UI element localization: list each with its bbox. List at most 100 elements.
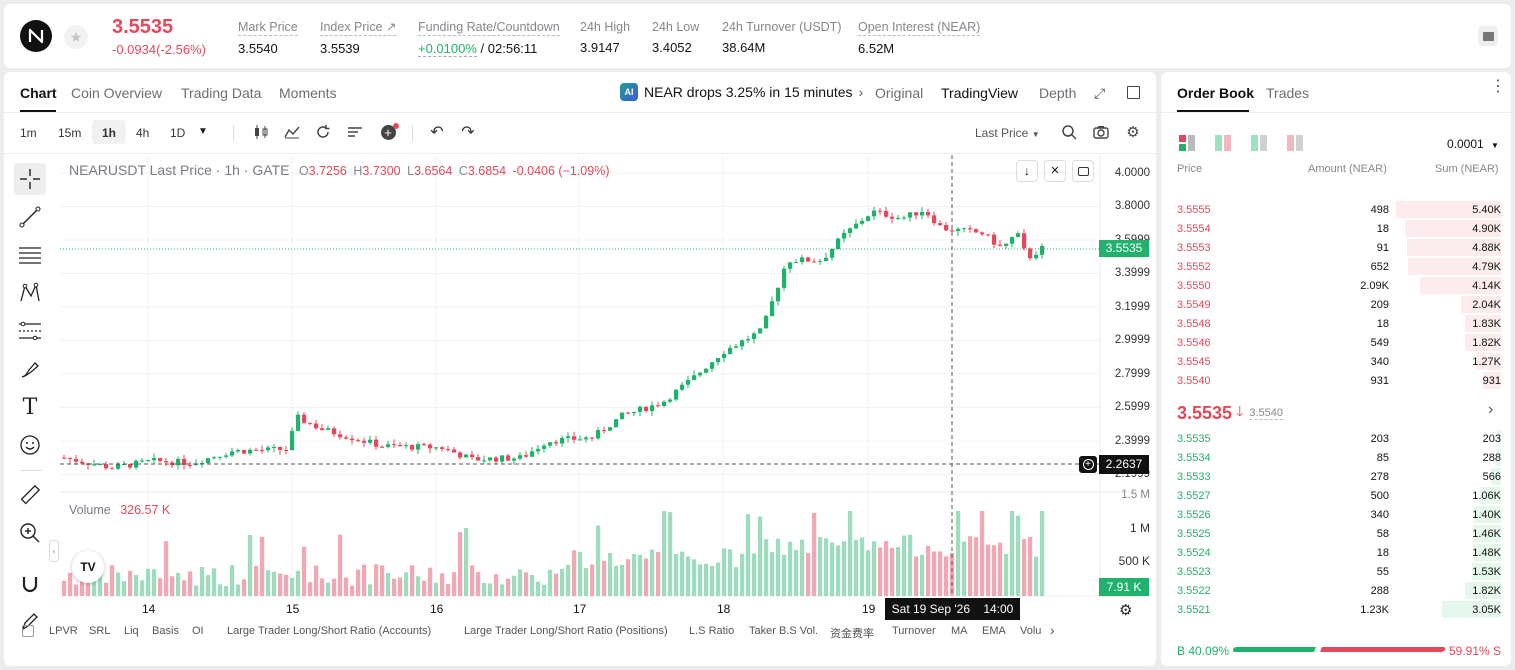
settings-gear-icon[interactable]: ⚙ bbox=[1126, 124, 1140, 141]
crosshair-tool-icon[interactable] bbox=[14, 163, 46, 195]
scroll-down-icon[interactable]: ↓ bbox=[1016, 160, 1038, 182]
tab-trades[interactable]: Trades bbox=[1266, 85, 1310, 101]
ask-row[interactable]: 3.5553 91 4.88K bbox=[1177, 238, 1501, 257]
collapse-toolbar-icon[interactable]: ‹ bbox=[49, 540, 59, 562]
text-tool-icon[interactable]: T bbox=[22, 394, 38, 420]
indicator-item[interactable]: EMA bbox=[982, 625, 1006, 637]
indicator-toggle-icon[interactable] bbox=[22, 625, 34, 637]
price-type-select[interactable]: Last Price ▼ bbox=[975, 126, 1040, 140]
add-order-icon[interactable]: + bbox=[1079, 456, 1097, 473]
ask-row[interactable]: 3.5549 209 2.04K bbox=[1177, 295, 1501, 314]
book-icon[interactable] bbox=[1478, 26, 1498, 46]
template-icon[interactable] bbox=[343, 120, 367, 144]
candle bbox=[722, 353, 727, 359]
view-mixed-icon[interactable] bbox=[1287, 135, 1303, 151]
indicator-item[interactable]: Turnover bbox=[892, 625, 936, 637]
emoji-tool-icon[interactable] bbox=[14, 429, 46, 461]
interval-dropdown-icon[interactable]: ▼ bbox=[198, 126, 208, 137]
indicator-item[interactable]: MA bbox=[951, 625, 968, 637]
indicator-item[interactable]: Volu bbox=[1020, 625, 1042, 637]
tab-moments[interactable]: Moments bbox=[279, 85, 337, 101]
interval-15m[interactable]: 15m bbox=[58, 126, 82, 140]
bid-row[interactable]: 3.5534 85 288 bbox=[1177, 448, 1501, 467]
tab-coin-overview[interactable]: Coin Overview bbox=[71, 85, 163, 101]
bid-row[interactable]: 3.5533 278 566 bbox=[1177, 467, 1501, 486]
chart-settings-icon[interactable]: ⚙ bbox=[1119, 602, 1133, 619]
ask-row[interactable]: 3.5548 18 1.83K bbox=[1177, 314, 1501, 333]
collapse-icon[interactable]: ✕ bbox=[1044, 160, 1066, 182]
bid-row[interactable]: 3.5527 500 1.06K bbox=[1177, 486, 1501, 505]
volume-bar bbox=[986, 544, 991, 596]
reset-view-icon[interactable] bbox=[1072, 160, 1094, 182]
price-chart[interactable] bbox=[0, 0, 1160, 640]
more-options-icon[interactable]: ⋮ bbox=[1490, 79, 1506, 95]
interval-1m[interactable]: 1m bbox=[20, 126, 37, 140]
redo-icon[interactable]: ↷ bbox=[461, 124, 475, 141]
news-ticker[interactable]: AI NEAR drops 3.25% in 15 minutes › bbox=[620, 83, 863, 101]
favorite-star-icon[interactable]: ★ bbox=[64, 25, 88, 49]
bid-row[interactable]: 3.5522 288 1.82K bbox=[1177, 581, 1501, 600]
interval-1h[interactable]: 1h bbox=[102, 126, 117, 140]
window-icon[interactable] bbox=[1127, 86, 1140, 99]
view-asks-icon[interactable] bbox=[1251, 135, 1267, 151]
indicator-item[interactable]: Liq bbox=[124, 625, 139, 637]
view-bids-icon[interactable] bbox=[1215, 135, 1231, 151]
indicator-item[interactable]: 资金费率 bbox=[830, 628, 874, 640]
bid-row[interactable]: 3.5521 1.23K 3.05K bbox=[1177, 600, 1501, 619]
ask-row[interactable]: 3.5552 652 4.79K bbox=[1177, 257, 1501, 276]
chevron-right-icon[interactable]: › bbox=[1488, 401, 1494, 418]
expand-icon[interactable]: ⤢ bbox=[1094, 85, 1106, 101]
zoom-in-icon[interactable] bbox=[14, 517, 46, 549]
ask-row[interactable]: 3.5550 2.09K 4.14K bbox=[1177, 276, 1501, 295]
chevron-right-icon[interactable]: › bbox=[1050, 622, 1055, 638]
view-depth[interactable]: Depth bbox=[1039, 85, 1077, 101]
ask-row[interactable]: 3.5546 549 1.82K bbox=[1177, 333, 1501, 352]
brush-tool-icon[interactable] bbox=[14, 353, 46, 385]
candle bbox=[1022, 233, 1027, 249]
view-original[interactable]: Original bbox=[875, 85, 924, 101]
mid-price[interactable]: 3.5535 🡓 3.5540 bbox=[1177, 401, 1283, 425]
stat-index-price[interactable]: Index Price ↗ 3.5539 bbox=[320, 20, 397, 56]
replay-icon[interactable] bbox=[311, 120, 335, 144]
tab-trading-data[interactable]: Trading Data bbox=[181, 85, 262, 101]
indicator-item[interactable]: SRL bbox=[89, 625, 111, 637]
interval-1d[interactable]: 1D bbox=[170, 126, 186, 140]
camera-icon[interactable] bbox=[1089, 120, 1113, 144]
fib-tool-icon[interactable] bbox=[14, 239, 46, 271]
pattern-tool-icon[interactable] bbox=[14, 277, 46, 309]
add-alert-icon[interactable]: + bbox=[376, 120, 400, 144]
bid-row[interactable]: 3.5535 203 203 bbox=[1177, 429, 1501, 448]
tab-chart[interactable]: Chart bbox=[20, 85, 57, 101]
precision-select[interactable]: 0.0001 ▼ bbox=[1447, 137, 1499, 151]
ask-row[interactable]: 3.5540 931 931 bbox=[1177, 371, 1501, 390]
trendline-tool-icon[interactable] bbox=[14, 201, 46, 233]
bid-row[interactable]: 3.5525 58 1.46K bbox=[1177, 524, 1501, 543]
indicator-item[interactable]: Basis bbox=[152, 625, 179, 637]
ruler-tool-icon[interactable] bbox=[14, 479, 46, 511]
view-tradingview[interactable]: TradingView bbox=[941, 85, 1019, 101]
indicator-item[interactable]: Taker B.S Vol. bbox=[749, 625, 819, 637]
undo-icon[interactable]: ↶ bbox=[430, 124, 444, 141]
indicator-item[interactable]: Large Trader Long/Short Ratio (Positions… bbox=[464, 625, 668, 637]
bid-row[interactable]: 3.5526 340 1.40K bbox=[1177, 505, 1501, 524]
bid-row[interactable]: 3.5524 18 1.48K bbox=[1177, 543, 1501, 562]
ask-row[interactable]: 3.5554 18 4.90K bbox=[1177, 219, 1501, 238]
ask-row[interactable]: 3.5555 498 5.40K bbox=[1177, 200, 1501, 219]
indicator-item[interactable]: OI bbox=[192, 625, 204, 637]
ask-row[interactable]: 3.5545 340 1.27K bbox=[1177, 352, 1501, 371]
depth-bar bbox=[1496, 430, 1501, 447]
candle-type-icon[interactable] bbox=[249, 120, 273, 144]
magnet-icon[interactable] bbox=[14, 568, 46, 600]
tab-order-book[interactable]: Order Book bbox=[1177, 85, 1255, 101]
view-both-icon[interactable] bbox=[1179, 135, 1195, 151]
time-tick: 17 bbox=[573, 602, 587, 616]
projection-tool-icon[interactable] bbox=[14, 315, 46, 347]
indicators-icon[interactable] bbox=[280, 120, 304, 144]
indicator-item[interactable]: Large Trader Long/Short Ratio (Accounts) bbox=[227, 625, 432, 637]
indicator-item[interactable]: LPVR bbox=[49, 625, 78, 637]
pencil-lock-icon[interactable] bbox=[14, 606, 46, 638]
interval-4h[interactable]: 4h bbox=[136, 126, 150, 140]
search-icon[interactable] bbox=[1057, 120, 1081, 144]
indicator-item[interactable]: L.S Ratio bbox=[689, 625, 735, 637]
bid-row[interactable]: 3.5523 55 1.53K bbox=[1177, 562, 1501, 581]
